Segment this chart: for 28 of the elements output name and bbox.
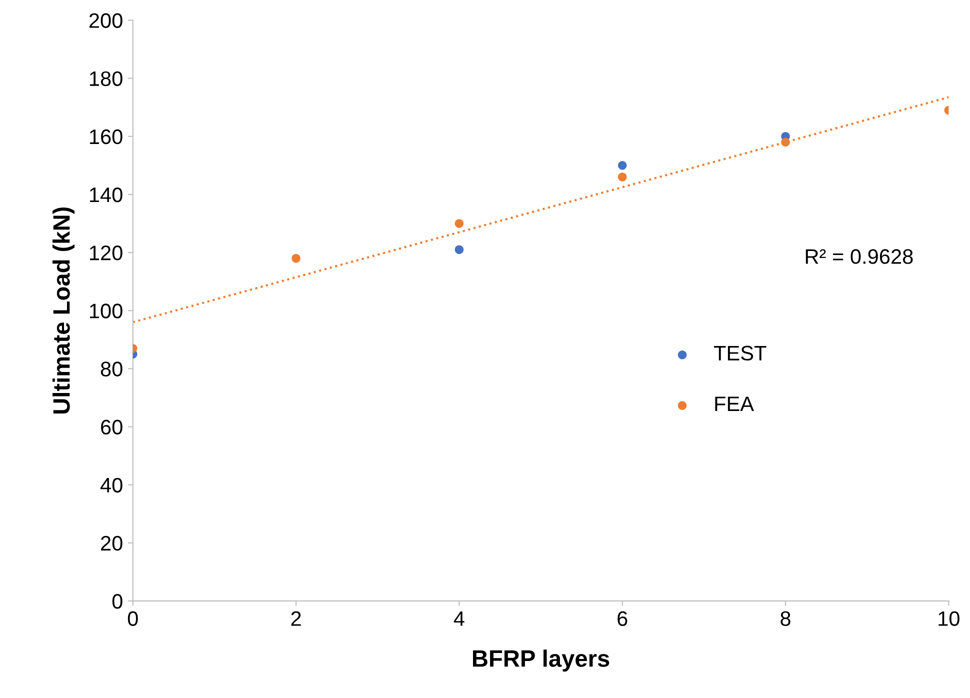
y-tick-label: 200 — [89, 13, 122, 28]
annotation: R² = 0.9628 — [806, 249, 913, 264]
x-tick-label: 6 — [618, 611, 628, 626]
point — [454, 245, 464, 254]
legend-label: FEA — [715, 396, 754, 412]
y-tick-label: 100 — [90, 304, 122, 318]
y-tick-label: 80 — [100, 362, 122, 376]
y-tick-label: 20 — [101, 536, 122, 551]
y-tick-label: 0 — [112, 594, 122, 609]
x-tick-label: 8 — [780, 611, 790, 626]
x-tick-label: 2 — [291, 611, 301, 626]
x-tick-label: 4 — [454, 611, 464, 626]
point — [618, 161, 627, 170]
y-tick-label: 60 — [101, 420, 122, 435]
y-axis-title: Ultimate Load (kN) — [52, 207, 75, 414]
y-tick-label: 40 — [100, 478, 122, 493]
x-tick-label: 10 — [938, 611, 960, 626]
point — [292, 254, 300, 263]
y-tick-label: 120 — [90, 246, 122, 260]
point — [618, 172, 627, 182]
point — [781, 138, 790, 147]
y-tick-label: 140 — [90, 187, 122, 202]
y-tick-label: 160 — [90, 129, 122, 144]
x-axis-title: BFRP layers — [473, 650, 610, 672]
point — [454, 219, 464, 228]
y-tick-label: 180 — [90, 71, 122, 86]
legend-label: TEST — [714, 346, 766, 361]
x-tick-label: 0 — [128, 611, 138, 626]
